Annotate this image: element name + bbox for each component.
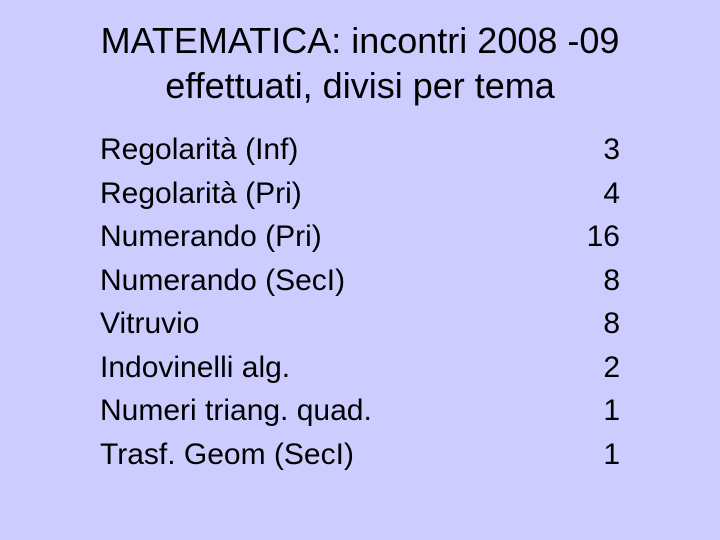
- table-row: Vitruvio 8: [100, 302, 620, 346]
- row-label: Numerando (SecI): [100, 259, 560, 303]
- row-value: 4: [560, 172, 620, 216]
- table-row: Regolarità (Pri) 4: [100, 172, 620, 216]
- slide: MATEMATICA: incontri 2008 -09 effettuati…: [0, 0, 720, 540]
- row-value: 2: [560, 346, 620, 390]
- data-table: Regolarità (Inf) 3 Regolarità (Pri) 4 Nu…: [100, 128, 620, 476]
- row-label: Regolarità (Pri): [100, 172, 560, 216]
- row-label: Numerando (Pri): [100, 215, 560, 259]
- table-row: Regolarità (Inf) 3: [100, 128, 620, 172]
- title-line-1: MATEMATICA: incontri 2008 -09: [101, 20, 620, 61]
- row-label: Indovinelli alg.: [100, 346, 560, 390]
- table-row: Numeri triang. quad. 1: [100, 389, 620, 433]
- title-line-2: effettuati, divisi per tema: [165, 65, 555, 106]
- table-row: Trasf. Geom (SecI) 1: [100, 433, 620, 477]
- row-value: 8: [560, 259, 620, 303]
- row-value: 1: [560, 389, 620, 433]
- row-label: Numeri triang. quad.: [100, 389, 560, 433]
- table-row: Numerando (Pri) 16: [100, 215, 620, 259]
- row-value: 1: [560, 433, 620, 477]
- table-row: Indovinelli alg. 2: [100, 346, 620, 390]
- row-label: Vitruvio: [100, 302, 560, 346]
- table-row: Numerando (SecI) 8: [100, 259, 620, 303]
- row-value: 3: [560, 128, 620, 172]
- row-label: Trasf. Geom (SecI): [100, 433, 560, 477]
- slide-title: MATEMATICA: incontri 2008 -09 effettuati…: [30, 18, 690, 108]
- row-value: 8: [560, 302, 620, 346]
- row-value: 16: [560, 215, 620, 259]
- row-label: Regolarità (Inf): [100, 128, 560, 172]
